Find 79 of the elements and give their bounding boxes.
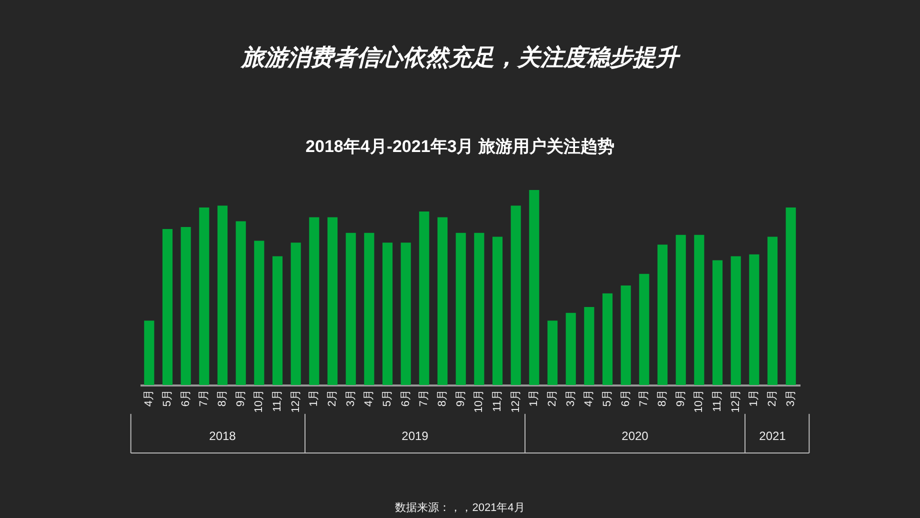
x-tick-label: 4月: [583, 390, 596, 407]
x-tick-label: 2月: [546, 390, 558, 407]
x-tick-label: 12月: [730, 390, 742, 413]
chart-title: 旅游消费者信心依然充足，关注度稳步提升: [239, 43, 682, 72]
x-tick-label: 9月: [234, 390, 247, 407]
bar: [272, 256, 283, 385]
bar: [364, 232, 374, 385]
x-tick-label: 9月: [674, 390, 687, 407]
x-tick-label: 2月: [766, 390, 778, 407]
x-tick-label: 5月: [382, 390, 394, 407]
x-tick-label: 7月: [638, 390, 650, 407]
text: 2021: [759, 429, 786, 443]
bar: [620, 286, 631, 385]
bar: [254, 240, 264, 385]
bar: [382, 242, 393, 385]
x-tick-label: 4月: [143, 390, 156, 407]
bar: [602, 293, 613, 385]
bar: [584, 307, 594, 385]
x-tick-label: 1月: [528, 390, 540, 407]
bar: [566, 312, 576, 385]
bar: [180, 227, 191, 385]
x-tick-label: 10月: [253, 390, 266, 413]
bar: [474, 232, 484, 385]
bar: [786, 208, 796, 385]
bar: [346, 232, 356, 385]
bar: [749, 254, 760, 385]
bar: [400, 242, 411, 385]
bar: [199, 208, 210, 385]
bar: [676, 234, 686, 385]
bar: [694, 234, 704, 385]
bar: [236, 221, 246, 385]
bar: [547, 320, 558, 385]
x-tick-label: 3月: [784, 390, 797, 407]
x-tick-label: 8月: [216, 390, 228, 407]
bar: [309, 217, 320, 385]
bar: [510, 206, 521, 385]
x-tick-label: 3月: [564, 390, 577, 407]
text: 2019: [402, 429, 429, 443]
x-tick-label: 3月: [344, 390, 357, 407]
bar: [144, 320, 154, 385]
bar: [162, 229, 173, 385]
chart-subtitle: 2018年4月-2021年3月 旅游用户关注趋势: [304, 136, 616, 158]
bar: [290, 242, 301, 385]
x-tick-label: 1月: [308, 390, 320, 407]
x-tick-label: 7月: [198, 390, 210, 407]
text: 2018: [209, 429, 236, 443]
x-tick-label: 10月: [693, 390, 706, 413]
x-tick-label: 6月: [400, 390, 412, 407]
bar: [327, 217, 338, 385]
x-tick-label: 5月: [602, 390, 614, 407]
bar: [730, 256, 741, 385]
x-tick-label: 9月: [454, 390, 467, 407]
bar: [657, 244, 668, 385]
x-tick-label: 6月: [180, 390, 192, 407]
bar: [639, 274, 650, 385]
x-tick-label: 12月: [290, 390, 302, 413]
x-tick-label: 12月: [510, 390, 522, 413]
x-tick-label: 2月: [326, 390, 338, 407]
bar: [437, 217, 448, 385]
x-tick-label: 7月: [418, 390, 430, 407]
bar: [419, 211, 430, 385]
x-tick-label: 6月: [620, 390, 632, 407]
bar: [217, 206, 228, 385]
bar: [456, 232, 466, 385]
bar: [529, 190, 540, 385]
x-tick-label: 10月: [473, 390, 486, 413]
x-tick-label: 5月: [162, 390, 174, 407]
bar: [492, 236, 503, 385]
x-tick-label: 8月: [436, 390, 448, 407]
x-tick-label: 1月: [748, 390, 760, 407]
x-tick-label: 11月: [712, 390, 724, 412]
source-note: 数据来源：，，2021年4月: [394, 501, 526, 515]
bar: [767, 236, 778, 385]
x-tick-label: 4月: [363, 390, 376, 407]
bar: [712, 260, 723, 385]
x-tick-label: 11月: [492, 390, 504, 412]
text: 2020: [622, 429, 649, 443]
x-tick-label: 8月: [656, 390, 668, 407]
x-tick-label: 11月: [272, 390, 284, 412]
